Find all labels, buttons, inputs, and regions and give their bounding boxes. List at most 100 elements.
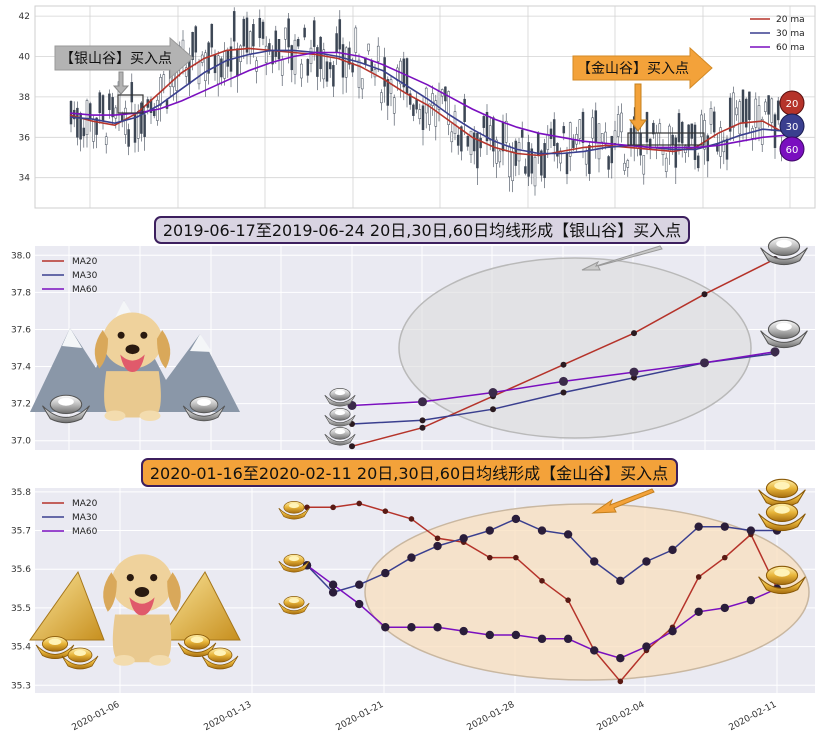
candle-body: [751, 128, 754, 139]
candle-body: [709, 108, 713, 125]
panel-3-point-ma30: [355, 580, 364, 589]
candle-body: [463, 98, 466, 122]
candle-body: [252, 24, 255, 47]
candle-body: [338, 19, 342, 50]
candle-body: [722, 139, 726, 153]
candle-body: [130, 82, 134, 103]
panel-3-point-ma20: [513, 554, 519, 561]
candle-body: [88, 103, 92, 119]
panel-3-point-ma60: [642, 642, 651, 651]
legend-label-20ma: 20 ma: [776, 15, 805, 25]
candle-body: [498, 150, 502, 163]
panel-2-point-ma60: [559, 376, 568, 386]
panel-3-point-ma30: [590, 557, 599, 566]
panel-3-y-tick: 35.6: [11, 565, 31, 575]
candle-body: [312, 20, 316, 47]
panel-3-y-tick: 35.7: [11, 527, 31, 537]
candle-body: [511, 151, 514, 182]
candle-body: [453, 111, 457, 134]
candle-body: [533, 156, 537, 187]
candle-body: [623, 162, 626, 171]
candle-body: [101, 95, 105, 122]
candle-body: [584, 150, 588, 165]
candle-body: [735, 107, 738, 116]
panel-2-point-ma30: [490, 406, 496, 413]
candle-body: [565, 153, 569, 175]
panel-3-title: 2020-01-16至2020-02-11 20日,30日,60日均线形成【金山…: [150, 464, 668, 483]
candle-body: [549, 128, 553, 140]
candle-body: [504, 120, 508, 143]
candle-body: [642, 155, 646, 175]
panel-1-line-ma60: [69, 51, 786, 149]
candle-body: [274, 30, 278, 57]
panel-2-y-tick: 37.6: [11, 325, 31, 335]
candle-body: [597, 123, 601, 160]
panel-3-point-ma20: [330, 504, 336, 511]
candle-body: [748, 91, 751, 120]
candle-body: [706, 135, 710, 162]
panel-3-point-ma30: [433, 541, 442, 551]
panel-3-point-ma60: [381, 623, 390, 632]
legend3-label-ma30: MA30: [72, 513, 98, 523]
panel-2-point-ma60: [770, 347, 780, 357]
candle-body: [616, 114, 620, 137]
candle-body: [156, 99, 159, 121]
candle-body: [140, 102, 143, 134]
candle-body: [664, 157, 668, 172]
silver-mountain-decoration: [30, 300, 240, 424]
panel-3-y-tick: 35.8: [11, 488, 31, 498]
gold-down-arrow: [629, 83, 647, 132]
candle-body: [728, 97, 732, 132]
panel-1-line-ma20: [69, 47, 786, 157]
candle-body: [325, 61, 329, 82]
panel-2-title: 2019-06-17至2019-06-24 20日,30日,60日均线形成【银山…: [163, 221, 681, 240]
candle-body: [488, 125, 492, 141]
panel-3-point-ma60: [407, 623, 416, 632]
candle-body: [412, 104, 415, 116]
candle-body: [184, 67, 188, 77]
panel-3-point-ma30: [381, 568, 390, 578]
panel-3-legend: MA20 MA30 MA60: [42, 499, 98, 537]
candle-body: [328, 62, 332, 70]
candle-body: [712, 111, 716, 133]
candle-body: [124, 107, 127, 135]
candle-body: [191, 31, 194, 60]
panel-1-y-tick: 36: [19, 133, 31, 143]
panel-3-point-ma30: [328, 588, 338, 597]
candle-body: [354, 27, 358, 53]
candle-body: [530, 148, 534, 174]
candle-body: [111, 97, 114, 118]
candle-body: [380, 92, 383, 104]
panel-3-point-ma30: [616, 576, 625, 586]
panel-3-point-ma20: [617, 678, 624, 685]
candle-body: [248, 31, 252, 55]
panel-1-legend: 20 ma 30 ma 60 ma: [750, 15, 805, 53]
panel-3-point-ma60: [328, 580, 338, 589]
panel-3-point-ma60: [459, 626, 468, 636]
candle-body: [450, 131, 454, 143]
silver-down-arrow: [112, 71, 130, 95]
candle-body: [700, 114, 703, 137]
panel-3-y-ticks: 35.3 35.4 35.5 35.6 35.7 35.8: [11, 488, 31, 691]
panel-3-point-ma20: [539, 578, 545, 584]
candle-body: [261, 21, 265, 39]
panel-3-point-ma30: [642, 557, 651, 566]
candle-body: [114, 107, 118, 119]
candle-body: [197, 61, 201, 85]
candle-body: [652, 122, 655, 135]
candle-body: [309, 47, 313, 64]
panel-3-point-ma60: [485, 630, 494, 640]
panel-2-point-ma60: [488, 388, 498, 398]
candle-body: [332, 65, 335, 87]
candle-body: [104, 136, 108, 145]
panel-3-x-tick: 2020-01-28: [466, 700, 517, 734]
candle-body: [591, 117, 594, 139]
panel-2-title-box: [154, 216, 690, 244]
panel-3-ma-lines: [302, 500, 782, 685]
badge-20-label: 20: [786, 99, 799, 110]
candle-body: [466, 136, 470, 147]
silver-ellipse-arrow: [581, 245, 663, 271]
candle-body: [460, 126, 463, 152]
candle-body: [732, 92, 735, 128]
gold-pyramid-left: [29, 570, 105, 641]
